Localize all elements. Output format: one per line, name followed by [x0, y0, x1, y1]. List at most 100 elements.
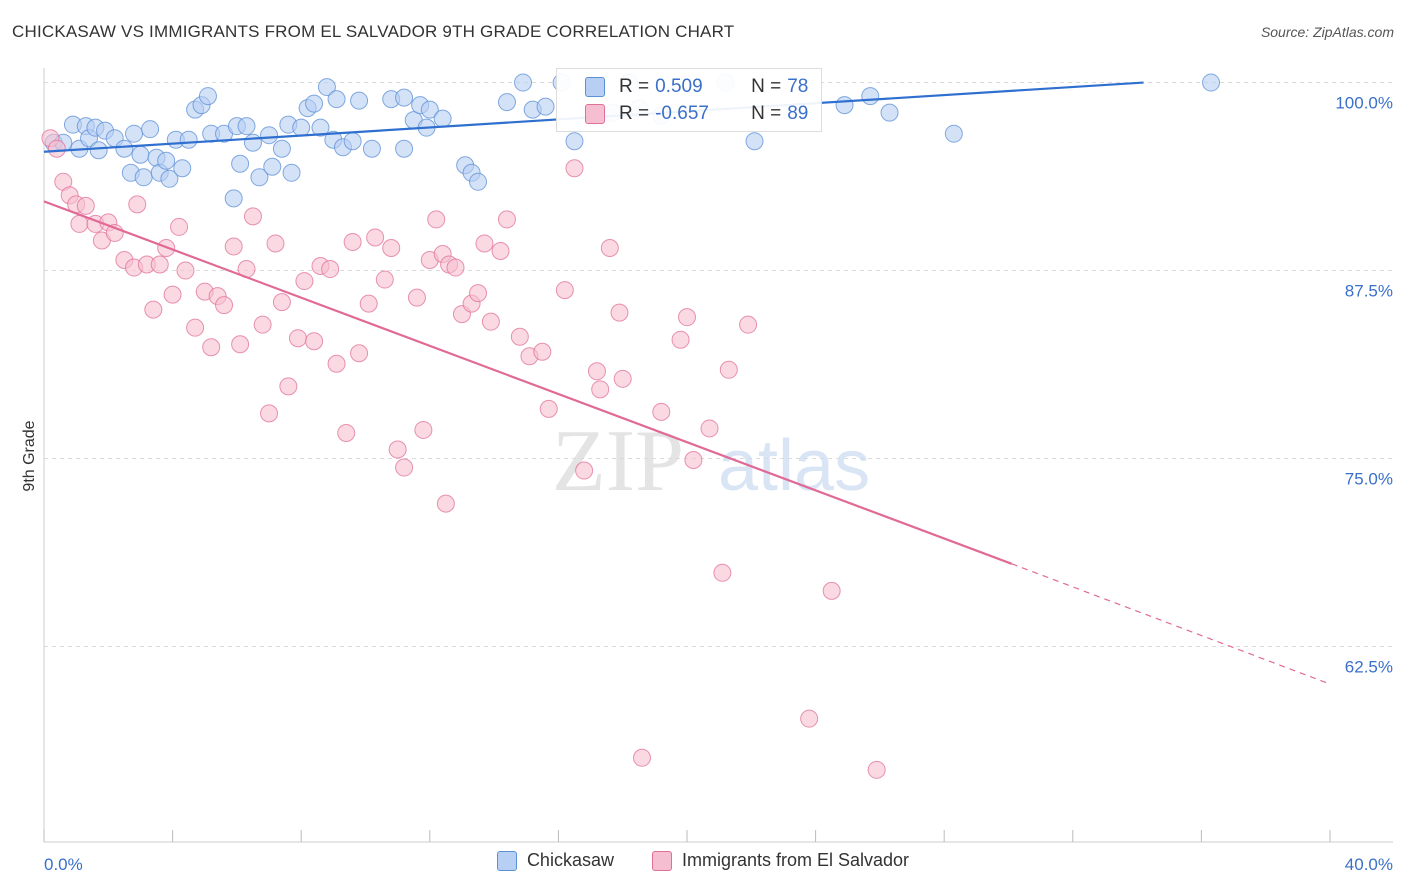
stats-row-el-salvador: R = -0.657 N = 89 [557, 100, 808, 128]
legend-swatch-chickasaw [496, 850, 517, 871]
chart-title: CHICKASAW VS IMMIGRANTS FROM EL SALVADOR… [12, 22, 735, 41]
point-el-salvador [260, 404, 279, 423]
point-chickasaw [134, 168, 153, 187]
point-el-salvador [279, 377, 298, 396]
point-chickasaw [395, 88, 414, 107]
point-el-salvador [186, 318, 205, 337]
point-el-salvador [555, 281, 574, 300]
watermark-zip: ZIP [552, 413, 684, 510]
point-el-salvador [475, 234, 494, 253]
y-tick-label: 62.5% [1345, 658, 1393, 677]
x-tick-label: 0.0% [44, 855, 83, 874]
y-tick-label: 100.0% [1335, 94, 1393, 113]
point-el-salvador [700, 419, 719, 438]
point-el-salvador [295, 272, 314, 291]
point-chickasaw [160, 169, 179, 188]
point-el-salvador [288, 329, 307, 348]
point-chickasaw [497, 93, 516, 112]
point-chickasaw [198, 87, 217, 106]
point-el-salvador [224, 237, 243, 256]
point-el-salvador [652, 402, 671, 421]
point-el-salvador [436, 494, 455, 513]
legend: Chickasaw Immigrants from El Salvador [0, 850, 1406, 871]
point-el-salvador [671, 330, 690, 349]
point-chickasaw [243, 133, 262, 152]
point-chickasaw [880, 103, 899, 122]
point-el-salvador [253, 315, 272, 334]
y-tick-label: 75.0% [1345, 470, 1393, 489]
point-el-salvador [497, 210, 516, 229]
point-el-salvador [382, 238, 401, 257]
y-axis-title: 9th Grade [21, 420, 38, 491]
point-el-salvador [150, 255, 169, 274]
point-el-salvador [215, 296, 234, 315]
point-el-salvador [539, 399, 558, 418]
point-chickasaw [125, 124, 144, 143]
point-chickasaw [1202, 73, 1221, 92]
stats-n-value: 78 [787, 76, 809, 97]
axes [43, 68, 1393, 843]
point-chickasaw [343, 132, 362, 151]
point-el-salvador [395, 458, 414, 477]
legend-item-chickasaw[interactable]: Chickasaw [496, 850, 614, 871]
stats-row-chickasaw: R = 0.509 N = 78 [557, 73, 808, 101]
point-chickasaw [835, 96, 854, 115]
point-el-salvador [713, 563, 732, 582]
stats-n-label: N = [751, 103, 782, 124]
watermark-atlas: atlas [718, 426, 870, 506]
point-chickasaw [944, 124, 963, 143]
point-chickasaw [292, 118, 311, 137]
point-el-salvador [684, 451, 703, 470]
point-chickasaw [231, 154, 250, 173]
point-chickasaw [565, 132, 584, 151]
point-el-salvador [337, 423, 356, 442]
x-tick-label: 40.0% [1345, 855, 1393, 874]
point-chickasaw [305, 94, 324, 113]
trend-lines [43, 81, 1331, 685]
series-el-salvador [41, 129, 886, 779]
point-el-salvador [47, 139, 66, 158]
point-chickasaw [317, 78, 336, 97]
stats-r-value: 0.509 [655, 76, 703, 97]
point-el-salvador [446, 258, 465, 277]
point-el-salvador [375, 270, 394, 289]
point-el-salvador [176, 261, 195, 280]
point-chickasaw [745, 132, 764, 151]
point-chickasaw [179, 130, 198, 149]
axis-labels: 62.5% 75.0% 87.5% 100.0% 0.0% 40.0% 9th Grade [21, 94, 1393, 874]
point-chickasaw [395, 139, 414, 158]
point-el-salvador [867, 760, 886, 779]
point-el-salvador [231, 335, 250, 354]
point-chickasaw [224, 189, 243, 208]
point-chickasaw [115, 139, 134, 158]
point-chickasaw [311, 118, 330, 137]
legend-label-el-salvador: Immigrants from El Salvador [681, 850, 910, 870]
point-el-salvador [343, 232, 362, 251]
point-chickasaw [141, 120, 160, 139]
point-chickasaw [514, 73, 533, 92]
point-chickasaw [173, 159, 192, 178]
point-el-salvador [610, 303, 629, 322]
point-chickasaw [263, 157, 282, 176]
point-el-salvador [481, 312, 500, 331]
watermark: ZIP atlas [552, 413, 870, 510]
point-chickasaw [536, 97, 555, 116]
source-credit: Source: ZipAtlas.com [1260, 24, 1394, 40]
point-chickasaw [260, 126, 279, 145]
stats-r-label: R = [619, 76, 650, 97]
point-el-salvador [321, 260, 340, 279]
stats-n-value: 89 [787, 103, 809, 124]
point-el-salvador [632, 748, 651, 767]
point-el-salvador [170, 217, 189, 236]
point-el-salvador [407, 288, 426, 307]
point-el-salvador [350, 344, 369, 363]
stats-n-label: N = [751, 76, 782, 97]
stats-r-label: R = [619, 103, 650, 124]
point-el-salvador [266, 234, 285, 253]
point-chickasaw [157, 151, 176, 170]
point-el-salvador [163, 285, 182, 304]
point-el-salvador [678, 308, 696, 327]
legend-item-el-salvador[interactable]: Immigrants from El Salvador [651, 850, 910, 871]
point-el-salvador [587, 362, 606, 381]
point-chickasaw [420, 100, 439, 119]
